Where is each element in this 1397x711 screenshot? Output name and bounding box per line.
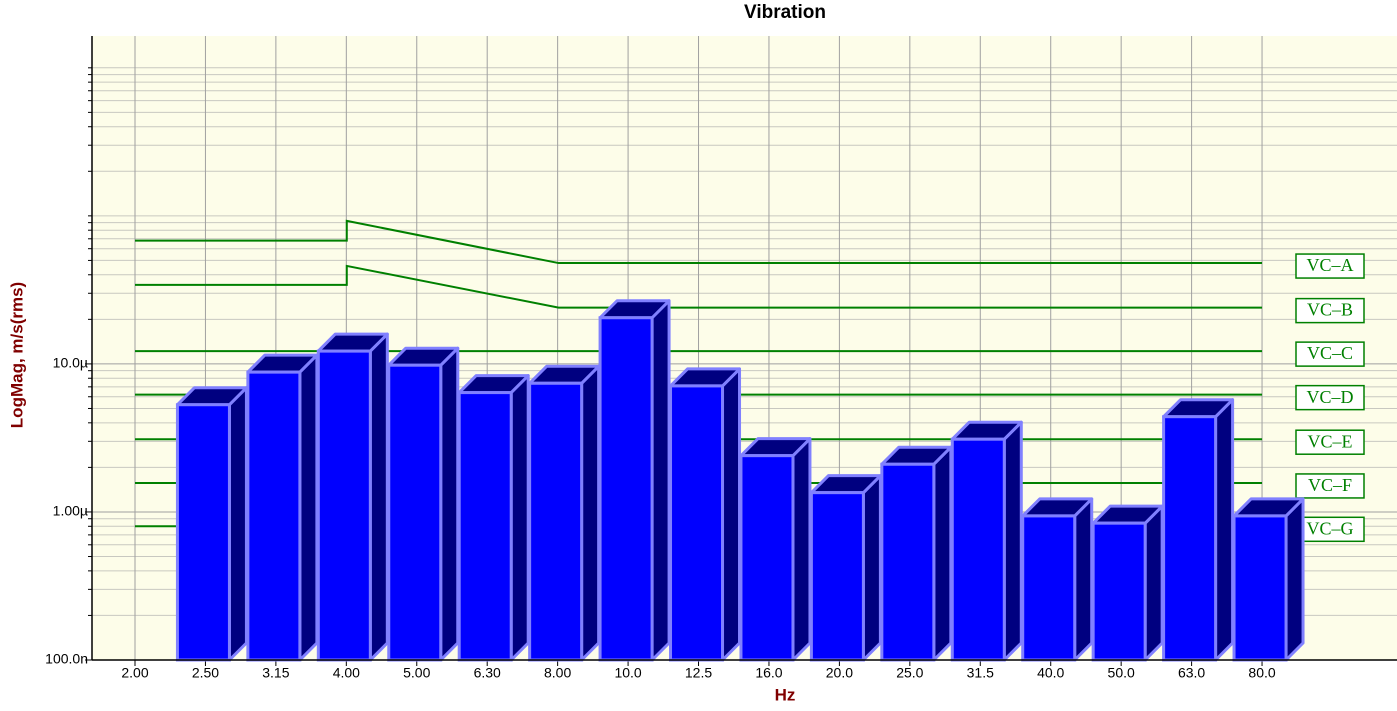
criterion-label-box: [1295, 297, 1365, 324]
criterion-label-box: [1295, 341, 1365, 367]
bar-side: [227, 386, 248, 662]
bar-side: [580, 364, 601, 662]
x-tick-label: 10.0: [614, 665, 641, 681]
x-tick-label: 4.00: [333, 665, 360, 681]
x-tick-label: 20.0: [826, 665, 853, 681]
bar: [316, 349, 372, 662]
bar: [528, 381, 584, 662]
bar-side: [650, 299, 671, 662]
criterion-line: [135, 264, 1263, 309]
criterion-label-box: [1295, 384, 1365, 411]
bar-side: [932, 445, 953, 662]
bar-side: [1143, 504, 1164, 662]
y-tick-label: 1.00µ: [53, 503, 88, 519]
bar: [387, 363, 443, 662]
x-tick-label: 8.00: [544, 665, 571, 681]
criterion-label: VC–C: [1307, 343, 1353, 363]
x-tick-label: 2.00: [121, 665, 148, 681]
x-tick-label: 50.0: [1108, 665, 1135, 681]
criterion-label: VC–E: [1308, 431, 1353, 451]
criterion-label-box: [1295, 473, 1365, 499]
criterion-line: [135, 219, 1263, 265]
bar: [739, 454, 795, 662]
criterion-label: VC–B: [1307, 300, 1353, 320]
bar: [880, 462, 936, 662]
x-tick-label: 31.5: [967, 665, 994, 681]
bar-side: [1284, 497, 1305, 662]
bar-side: [791, 437, 812, 662]
y-axis-title: LogMag, m/s(rms): [7, 282, 26, 428]
bar: [950, 437, 1006, 662]
chart-title: Vibration: [744, 2, 826, 23]
bar: [809, 491, 865, 662]
bar-side: [1002, 420, 1023, 662]
x-axis-title: Hz: [775, 685, 796, 704]
x-tick-label: 63.0: [1178, 665, 1205, 681]
bar: [175, 403, 231, 662]
bar-side: [1073, 497, 1094, 662]
criterion-label-box: [1295, 253, 1365, 279]
criterion-label-box: [1295, 516, 1365, 543]
x-tick-label: 80.0: [1248, 665, 1275, 681]
bar: [457, 391, 513, 662]
bar-side: [509, 374, 530, 662]
criterion-label: VC–G: [1306, 518, 1353, 538]
bars: [175, 299, 1305, 662]
x-tick-label: 40.0: [1037, 665, 1064, 681]
y-tick-label: 100.0n: [45, 651, 88, 667]
x-tick-label: 16.0: [755, 665, 782, 681]
criterion-label: VC–A: [1306, 255, 1353, 275]
bar: [1162, 415, 1218, 662]
bar-side: [439, 346, 460, 662]
bar: [1091, 521, 1147, 662]
bar-side: [721, 367, 742, 662]
bar-side: [1214, 398, 1235, 662]
bar: [246, 370, 302, 662]
x-tick-label: 2.50: [192, 665, 219, 681]
bar: [1021, 514, 1077, 662]
bar: [669, 384, 725, 662]
x-tick-label: 6.30: [474, 665, 501, 681]
bar: [1232, 514, 1288, 662]
x-tick-label: 5.00: [403, 665, 430, 681]
criterion-label: VC–D: [1306, 387, 1353, 407]
bar: [598, 316, 654, 662]
x-tick-label: 12.5: [685, 665, 712, 681]
criterion-label-box: [1295, 429, 1365, 455]
y-tick-label: 10.0µ: [53, 355, 88, 371]
x-tick-label: 25.0: [896, 665, 923, 681]
bar-side: [368, 332, 389, 662]
bar-side: [298, 353, 319, 662]
criterion-label: VC–F: [1308, 475, 1352, 495]
x-tick-label: 3.15: [262, 665, 289, 681]
bar-side: [861, 474, 882, 662]
